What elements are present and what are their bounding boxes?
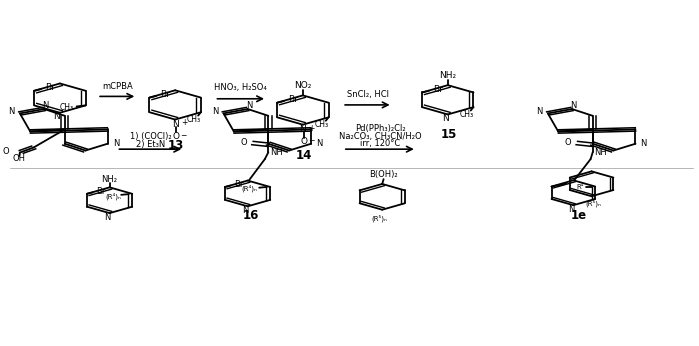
- Text: +: +: [181, 118, 187, 127]
- Text: N: N: [172, 120, 178, 129]
- Text: N: N: [246, 101, 252, 110]
- Text: O: O: [300, 137, 307, 146]
- Text: −: −: [180, 131, 187, 140]
- Text: N: N: [442, 114, 448, 123]
- Text: N: N: [299, 125, 306, 134]
- Text: N: N: [640, 138, 647, 147]
- Text: NH: NH: [595, 148, 607, 157]
- Text: (R⁵)ₙ: (R⁵)ₙ: [372, 215, 387, 222]
- Text: −: −: [308, 136, 315, 145]
- Text: OH: OH: [12, 154, 25, 163]
- Text: mCPBA: mCPBA: [102, 82, 133, 91]
- Text: CH₃: CH₃: [459, 110, 474, 119]
- Text: CH₃: CH₃: [59, 103, 73, 112]
- Text: O: O: [240, 138, 247, 147]
- Text: CH₃: CH₃: [187, 115, 201, 124]
- Text: Br: Br: [234, 180, 243, 189]
- Text: N: N: [243, 206, 249, 215]
- Text: Br: Br: [160, 90, 171, 99]
- Text: N: N: [568, 205, 575, 214]
- Text: Br: Br: [96, 186, 106, 195]
- Text: NO₂: NO₂: [294, 81, 312, 90]
- Text: SnCl₂, HCl: SnCl₂, HCl: [347, 90, 389, 99]
- Text: 15: 15: [440, 128, 456, 142]
- Text: (R⁵)ₙ: (R⁵)ₙ: [586, 200, 602, 208]
- Text: N: N: [570, 101, 577, 110]
- Text: O: O: [3, 147, 9, 156]
- Text: N: N: [536, 107, 542, 116]
- Text: Br: Br: [45, 83, 55, 92]
- Text: N: N: [8, 107, 15, 116]
- Text: O: O: [173, 132, 180, 141]
- Text: NH: NH: [271, 148, 283, 157]
- Text: 2) Et₃N: 2) Et₃N: [136, 139, 165, 148]
- Text: (R⁴)ₙ: (R⁴)ₙ: [242, 185, 257, 192]
- Text: NH₂: NH₂: [101, 175, 117, 184]
- Text: 13: 13: [168, 139, 184, 152]
- Text: N: N: [104, 213, 110, 222]
- Text: Na₂CO₃, CH₃CN/H₂O: Na₂CO₃, CH₃CN/H₂O: [339, 132, 421, 141]
- Text: N: N: [316, 138, 323, 147]
- Text: NH₂: NH₂: [439, 71, 456, 80]
- Text: 16: 16: [243, 209, 259, 222]
- Text: 1) (COCl)₂: 1) (COCl)₂: [129, 132, 171, 141]
- Text: 1e: 1e: [571, 209, 587, 222]
- Text: irr, 120°C: irr, 120°C: [360, 139, 401, 148]
- Text: Br: Br: [433, 84, 443, 93]
- Text: HNO₃, H₂SO₄: HNO₃, H₂SO₄: [215, 83, 267, 92]
- Text: R⁴: R⁴: [576, 184, 584, 190]
- Text: +: +: [309, 124, 315, 133]
- Text: N: N: [53, 112, 60, 121]
- Text: 14: 14: [296, 149, 312, 162]
- Text: (R⁴)ₙ: (R⁴)ₙ: [105, 192, 121, 200]
- Text: B(OH)₂: B(OH)₂: [369, 170, 398, 179]
- Text: O: O: [565, 138, 571, 147]
- Text: N: N: [113, 138, 119, 147]
- Text: CH₃: CH₃: [315, 120, 329, 129]
- Text: N: N: [42, 101, 49, 110]
- Text: N: N: [212, 107, 218, 116]
- Text: Br: Br: [288, 95, 298, 104]
- Text: Pd(PPh₃)₂Cl₂: Pd(PPh₃)₂Cl₂: [355, 124, 405, 133]
